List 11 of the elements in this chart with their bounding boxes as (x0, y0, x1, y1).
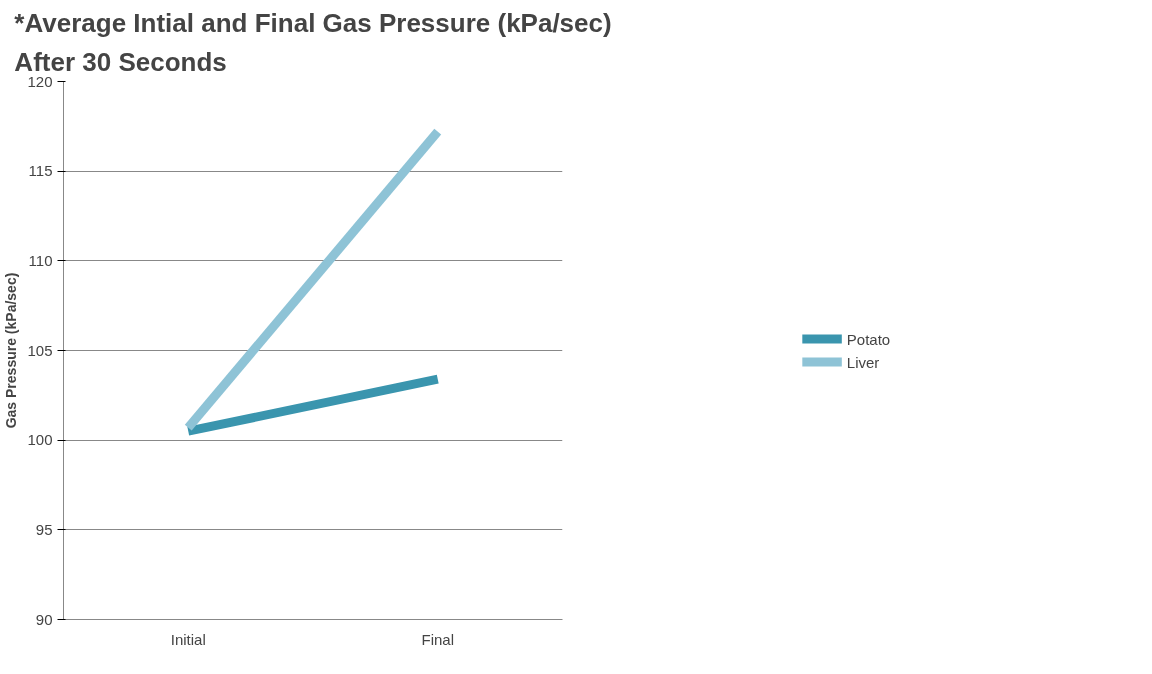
y-tick-label: 95 (35, 520, 53, 538)
y-tick-label: 110 (28, 251, 53, 269)
x-tick-label: Final (421, 630, 455, 648)
legend-label: Liver (846, 353, 880, 370)
y-tick-label: 115 (28, 162, 53, 180)
x-tick-label: Initial (170, 630, 206, 648)
y-tick-label: 105 (27, 341, 53, 359)
y-tick-label: 100 (27, 431, 53, 449)
y-axis-title: Gas Pressure (kPa/sec) (3, 272, 20, 429)
y-tick-label: 90 (35, 610, 53, 628)
legend-label: Potato (846, 330, 891, 347)
